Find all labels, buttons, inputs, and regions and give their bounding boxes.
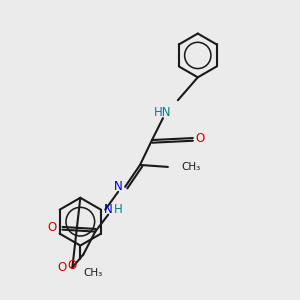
Text: O: O — [58, 261, 67, 274]
Text: O: O — [48, 221, 57, 234]
Text: HN: HN — [154, 106, 172, 119]
Text: CH₃: CH₃ — [83, 268, 103, 278]
Text: CH₃: CH₃ — [182, 162, 201, 172]
Text: O: O — [195, 132, 204, 145]
Text: N: N — [104, 203, 112, 216]
Text: O: O — [68, 259, 77, 272]
Text: N: N — [114, 180, 122, 193]
Text: H: H — [114, 203, 122, 216]
